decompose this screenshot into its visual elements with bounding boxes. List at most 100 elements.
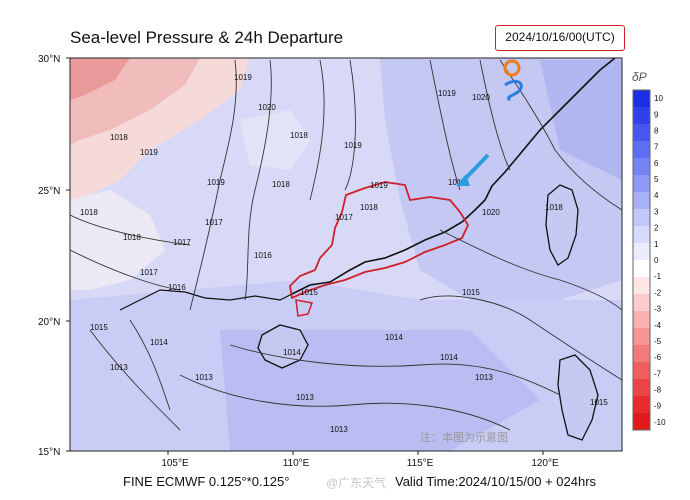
lat-label: 25°N: [38, 186, 60, 197]
colorbar-segment: [633, 277, 650, 295]
isobar-line: [89, 329, 181, 431]
colorbar-tick-label: 8: [654, 126, 659, 135]
isobar-label: 1017: [205, 218, 223, 227]
colorbar-tick-label: -10: [654, 418, 666, 427]
colorbar-tick-label: 1: [654, 240, 659, 249]
isobar-line: [419, 295, 622, 381]
lat-label: 20°N: [38, 317, 60, 328]
lon-label: 120°E: [531, 458, 559, 469]
colorbar-tick-label: 2: [654, 224, 659, 233]
isobar-line: [129, 319, 171, 411]
colorbar-tick-label: -7: [654, 369, 662, 378]
isobar-label: 1019: [234, 73, 252, 82]
isobar-label: 1014: [385, 333, 403, 342]
colorbar-segment: [633, 226, 650, 244]
isobar-label: 1018: [110, 133, 128, 142]
colorbar-tick-label: -9: [654, 402, 662, 411]
isobar-line: [179, 374, 511, 431]
isobar-label: 1017: [140, 268, 158, 277]
coastline-south-china: [289, 58, 616, 296]
white-patch-1: [240, 110, 310, 170]
lon-label: 115°E: [407, 458, 434, 469]
lat-label: 30°N: [38, 54, 60, 65]
colorbar-segment: [633, 192, 650, 210]
watermark: @广东天气: [326, 476, 387, 490]
colorbar-label: δP: [632, 70, 647, 84]
isobar-label: 1019: [344, 141, 362, 150]
colorbar-segment: [633, 158, 650, 176]
colorbar-tick-label: 0: [654, 256, 659, 265]
map-area: 1019 1020 1020 1019 1018 1019 1019 1018 …: [70, 58, 622, 451]
isobar-label: 1015: [90, 323, 108, 332]
colorbar-tick-label: -2: [654, 288, 662, 297]
isobar-label: 1018: [290, 131, 308, 140]
map-frame: [69, 57, 623, 452]
colorbar-segment: [633, 90, 650, 108]
isobar-label: 1020: [258, 103, 276, 112]
isobar-label: 1013: [296, 393, 314, 402]
isobar-line: [429, 59, 461, 191]
map-title: Sea-level Pressure & 24h Departure: [70, 28, 344, 47]
isobar-labels: 1019 1020 1020 1019 1018 1019 1019 1018 …: [80, 73, 608, 434]
lat-label: 15°N: [38, 447, 60, 458]
isobar-label: 1019: [448, 178, 466, 187]
colorbar-tick-label: -6: [654, 353, 662, 362]
isobar-line: [499, 59, 622, 211]
isobar-line: [479, 59, 511, 171]
colorbar-segment: [633, 362, 650, 380]
colorbar-frame: [632, 89, 651, 431]
isobar-label: 1019: [207, 178, 225, 187]
white-zone-west: [70, 190, 165, 290]
longitude-axis: 105°E 110°E 115°E 120°E: [161, 451, 559, 469]
isobar-line: [229, 344, 561, 396]
colorbar-segment: [633, 209, 650, 227]
colorbar-segment: [633, 107, 650, 125]
blue-zone-corner: [540, 60, 622, 180]
colorbar-tick-label: 10: [654, 94, 663, 103]
isobar-label: 1019: [438, 89, 456, 98]
colorbar-tick-label: 4: [654, 191, 659, 200]
isobar-label: 1019: [140, 148, 158, 157]
colorbar-segment: [633, 294, 650, 312]
colorbar-tick-label: -5: [654, 337, 662, 346]
isobar-label: 1014: [440, 353, 458, 362]
isobar-line: [189, 59, 237, 311]
colorbar-segment: [633, 243, 650, 261]
colorbar-segment: [633, 396, 650, 414]
isobar-label: 1018: [545, 203, 563, 212]
isobar-line: [439, 229, 622, 311]
isobar-label: 1020: [472, 93, 490, 102]
coastline-gulf-tonkin: [119, 289, 291, 311]
valid-time-box: 2024/10/16/00(UTC): [495, 25, 625, 51]
guangdong-border: [289, 181, 470, 300]
isobar-label: 1014: [150, 338, 168, 347]
isobar-line: [344, 59, 356, 191]
isobar-label: 1018: [123, 233, 141, 242]
red-zone-inner: [70, 58, 130, 100]
lon-label: 105°E: [161, 458, 189, 469]
isobar-line: [70, 249, 181, 291]
colorbar-segment: [633, 413, 650, 431]
taiwan-island: [545, 184, 579, 266]
colorbar-tick-label: 6: [654, 159, 659, 168]
luzon-island: [557, 354, 599, 441]
isobar-label: 1013: [195, 373, 213, 382]
weather-logo: [503, 59, 523, 102]
wind-arrow-head: [456, 174, 470, 186]
isobar-label: 1013: [330, 425, 348, 434]
isobar-label: 1018: [360, 203, 378, 212]
lon-label: 110°E: [283, 458, 310, 469]
latitude-axis: 30°N 25°N 20°N 15°N: [38, 54, 70, 458]
colorbar-segment: [633, 345, 650, 363]
colorbar-segment: [633, 379, 650, 397]
colorbar-tick-label: 9: [654, 110, 659, 119]
valid-time-footer: Valid Time:2024/10/15/00 + 024hrs: [395, 474, 597, 489]
isobar-line: [309, 59, 325, 201]
isobar-label: 1013: [110, 363, 128, 372]
colorbar-tick-label: -8: [654, 386, 662, 395]
isobar-label: 1018: [80, 208, 98, 217]
isobar-label: 1016: [168, 283, 186, 292]
isobar-line: [70, 214, 191, 246]
